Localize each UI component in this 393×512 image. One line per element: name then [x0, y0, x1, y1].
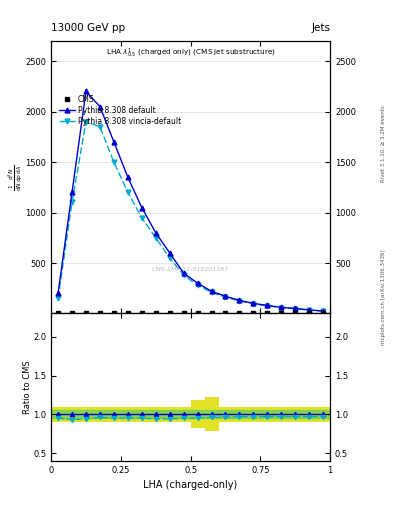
Bar: [233, 407, 246, 422]
CMS: [237, 310, 242, 316]
Legend: CMS, Pythia 8.308 default, Pythia 8.308 vincia-default: CMS, Pythia 8.308 default, Pythia 8.308 …: [58, 94, 182, 127]
CMS: [265, 310, 270, 316]
Y-axis label: Ratio to CMS: Ratio to CMS: [23, 360, 32, 414]
Pythia 8.308 default: [140, 204, 144, 210]
Line: Pythia 8.308 default: Pythia 8.308 default: [56, 89, 325, 313]
CMS: [223, 310, 228, 316]
Pythia 8.308 vincia-default: [251, 301, 256, 307]
Pythia 8.308 vincia-default: [293, 306, 298, 312]
Pythia 8.308 default: [167, 250, 172, 256]
Pythia 8.308 default: [181, 270, 186, 276]
CMS: [167, 310, 172, 316]
Bar: [191, 400, 205, 428]
Bar: [149, 407, 163, 422]
Pythia 8.308 vincia-default: [279, 305, 284, 311]
CMS: [321, 310, 325, 316]
CMS: [112, 310, 116, 316]
Bar: [176, 407, 191, 422]
CMS: [97, 310, 102, 316]
Pythia 8.308 default: [84, 89, 88, 95]
Bar: [260, 407, 274, 422]
CMS: [84, 310, 88, 316]
Pythia 8.308 default: [293, 305, 298, 311]
CMS: [209, 310, 214, 316]
Pythia 8.308 vincia-default: [237, 298, 242, 304]
Bar: [302, 407, 316, 422]
Pythia 8.308 vincia-default: [223, 294, 228, 301]
Pythia 8.308 vincia-default: [181, 272, 186, 278]
Bar: [121, 407, 135, 422]
Pythia 8.308 default: [112, 139, 116, 145]
CMS: [279, 310, 284, 316]
Bar: [316, 407, 330, 422]
X-axis label: LHA (charged-only): LHA (charged-only): [143, 480, 238, 490]
Pythia 8.308 vincia-default: [112, 159, 116, 165]
Pythia 8.308 default: [237, 297, 242, 304]
Bar: [51, 407, 65, 422]
Pythia 8.308 vincia-default: [125, 189, 130, 196]
Text: CMS-SMP-21-919201187: CMS-SMP-21-919201187: [152, 267, 229, 272]
Pythia 8.308 default: [223, 293, 228, 300]
Pythia 8.308 vincia-default: [56, 295, 61, 302]
Text: mcplots.cern.ch [arXiv:1306.3436]: mcplots.cern.ch [arXiv:1306.3436]: [381, 249, 386, 345]
Text: Rivet 3.1.10, ≥ 3.2M events: Rivet 3.1.10, ≥ 3.2M events: [381, 105, 386, 182]
Text: LHA $\lambda^1_{0.5}$ (charged only) (CMS jet substructure): LHA $\lambda^1_{0.5}$ (charged only) (CM…: [106, 47, 275, 60]
Pythia 8.308 vincia-default: [97, 124, 102, 130]
Bar: [79, 407, 93, 422]
Bar: [246, 407, 261, 422]
CMS: [251, 310, 256, 316]
Pythia 8.308 default: [195, 280, 200, 286]
Line: CMS: CMS: [56, 311, 325, 316]
CMS: [56, 310, 61, 316]
Pythia 8.308 default: [265, 303, 270, 309]
Bar: [51, 411, 330, 418]
Pythia 8.308 default: [153, 230, 158, 236]
CMS: [181, 310, 186, 316]
Pythia 8.308 default: [307, 307, 312, 313]
Line: Pythia 8.308 vincia-default: Pythia 8.308 vincia-default: [56, 119, 325, 313]
Bar: [135, 407, 149, 422]
Pythia 8.308 vincia-default: [70, 199, 74, 205]
Pythia 8.308 default: [251, 301, 256, 307]
Bar: [93, 407, 107, 422]
Bar: [107, 407, 121, 422]
Pythia 8.308 default: [56, 290, 61, 296]
Bar: [163, 407, 177, 422]
Pythia 8.308 default: [279, 304, 284, 310]
Pythia 8.308 vincia-default: [140, 215, 144, 221]
Pythia 8.308 vincia-default: [84, 119, 88, 125]
Bar: [274, 407, 288, 422]
Bar: [219, 407, 233, 422]
Pythia 8.308 vincia-default: [195, 282, 200, 288]
Pythia 8.308 default: [70, 189, 74, 196]
Pythia 8.308 default: [209, 288, 214, 294]
Pythia 8.308 vincia-default: [167, 255, 172, 261]
Bar: [65, 407, 79, 422]
Pythia 8.308 default: [321, 308, 325, 314]
Pythia 8.308 vincia-default: [209, 289, 214, 295]
CMS: [70, 310, 74, 316]
Pythia 8.308 vincia-default: [307, 307, 312, 313]
Text: 13000 GeV pp: 13000 GeV pp: [51, 23, 125, 33]
Bar: [204, 397, 219, 431]
CMS: [195, 310, 200, 316]
CMS: [153, 310, 158, 316]
CMS: [125, 310, 130, 316]
Pythia 8.308 default: [97, 103, 102, 110]
Pythia 8.308 default: [125, 174, 130, 180]
CMS: [293, 310, 298, 316]
Pythia 8.308 vincia-default: [265, 303, 270, 309]
Bar: [288, 407, 302, 422]
CMS: [140, 310, 144, 316]
Text: Jets: Jets: [311, 23, 330, 33]
CMS: [307, 310, 312, 316]
Pythia 8.308 vincia-default: [321, 308, 325, 314]
Pythia 8.308 vincia-default: [153, 234, 158, 241]
Y-axis label: $\frac{1}{\mathrm{d}N}\frac{\mathrm{d}^{2}N}{\mathrm{d}p\,\mathrm{d}\lambda}$: $\frac{1}{\mathrm{d}N}\frac{\mathrm{d}^{…: [6, 164, 24, 190]
